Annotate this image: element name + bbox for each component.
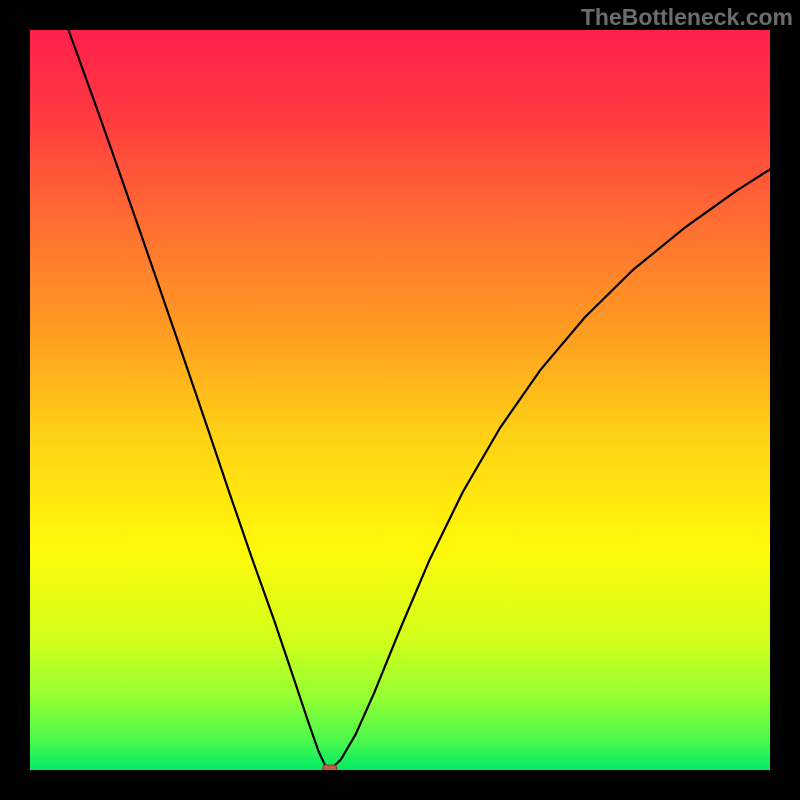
gradient-background bbox=[30, 30, 770, 770]
watermark-text: TheBottleneck.com bbox=[581, 4, 793, 31]
bottleneck-chart bbox=[30, 30, 770, 770]
bottleneck-marker bbox=[323, 765, 337, 770]
